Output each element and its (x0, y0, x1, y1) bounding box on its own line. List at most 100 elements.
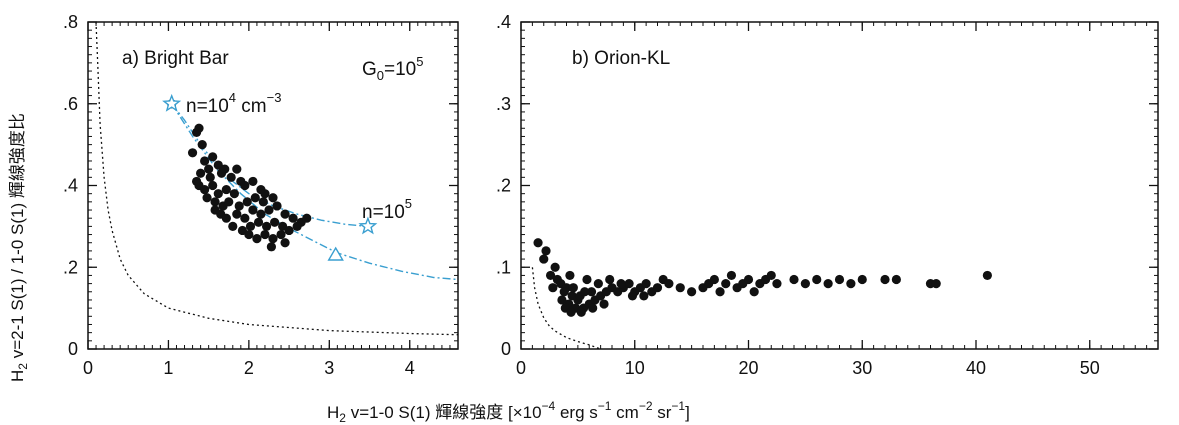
data-point (244, 230, 253, 239)
data-point (664, 279, 673, 288)
panel-a-y-tick-labels: 0 .2 .4 .6 .8 (63, 12, 78, 359)
data-point (188, 148, 197, 157)
data-point (824, 279, 833, 288)
data-point (772, 279, 781, 288)
data-point (560, 287, 569, 296)
data-point (224, 197, 233, 206)
data-point (243, 197, 252, 206)
data-point (983, 271, 992, 280)
density-low-annotation: n=104 cm−3 (186, 90, 281, 117)
y-tick-label: .4 (496, 12, 511, 32)
y-tick-label: .3 (496, 94, 511, 114)
data-point (858, 275, 867, 284)
y-tick-label: 0 (68, 339, 78, 359)
data-point (280, 210, 289, 219)
data-point (548, 283, 557, 292)
panel-b-label: b) Orion-KL (572, 48, 670, 69)
data-point (222, 185, 231, 194)
data-point (789, 275, 798, 284)
data-point (206, 173, 215, 182)
data-point (624, 279, 633, 288)
panel-b: 0 10 20 30 40 50 0 .1 .2 .3 .4 b) Orion-KL (496, 12, 1158, 378)
y-axis-title: H2 v=2-1 S(1) / 1-0 S(1) 輝線強度比 (8, 113, 30, 382)
y-tick-label: .2 (496, 176, 511, 196)
data-point (566, 308, 575, 317)
data-point (196, 169, 205, 178)
density-high-annotation: n=105 (362, 196, 412, 223)
y-tick-label: .2 (63, 257, 78, 277)
data-point (594, 279, 603, 288)
data-point (551, 263, 560, 272)
data-point (539, 254, 548, 263)
x-tick-label: 50 (1080, 358, 1100, 378)
panel-b-ticks (521, 22, 1158, 349)
data-point (767, 271, 776, 280)
data-point (208, 181, 217, 190)
x-tick-label: 1 (163, 358, 173, 378)
data-point (577, 308, 586, 317)
data-point (721, 279, 730, 288)
data-point (202, 193, 211, 202)
g0-annotation: G0=105 (362, 54, 423, 83)
y-tick-label: .8 (63, 12, 78, 32)
data-point (251, 193, 260, 202)
panel-a: 01234 0.2.4.6.8 a) Bright Bar G0=105 n=1… (63, 12, 458, 378)
data-point (200, 156, 209, 165)
data-point (230, 189, 239, 198)
data-point (289, 214, 298, 223)
x-tick-label: 2 (244, 358, 254, 378)
data-point (715, 287, 724, 296)
data-point (687, 287, 696, 296)
data-point (617, 279, 626, 288)
data-point (750, 287, 759, 296)
model-star-marker (164, 96, 179, 110)
data-point (194, 124, 203, 133)
data-point (628, 291, 637, 300)
data-point (210, 205, 219, 214)
data-point (259, 197, 268, 206)
data-point (565, 271, 574, 280)
x-tick-label: 0 (516, 358, 526, 378)
panel-b-y-tick-labels: 0 .1 .2 .3 .4 (496, 12, 511, 359)
data-point (270, 218, 279, 227)
data-point (588, 304, 597, 313)
y-tick-label: .6 (63, 94, 78, 114)
x-tick-label: 30 (852, 358, 872, 378)
data-point (198, 140, 207, 149)
data-point (932, 279, 941, 288)
data-point (232, 210, 241, 219)
data-point (302, 214, 311, 223)
x-tick-label: 10 (625, 358, 645, 378)
y-tick-label: .4 (63, 176, 78, 196)
y-tick-label: 0 (501, 339, 511, 359)
data-point (639, 291, 648, 300)
data-point (217, 169, 226, 178)
data-point (264, 205, 273, 214)
data-point (232, 165, 241, 174)
data-point (260, 189, 269, 198)
panel-a-points (167, 99, 311, 251)
data-point (240, 181, 249, 190)
data-point (246, 222, 255, 231)
data-point (254, 218, 263, 227)
data-point (846, 279, 855, 288)
data-point (280, 238, 289, 247)
data-point (801, 279, 810, 288)
data-point (235, 201, 244, 210)
data-point (214, 189, 223, 198)
data-point (222, 214, 231, 223)
data-point (248, 205, 257, 214)
data-point (580, 287, 589, 296)
y-tick-label: .1 (496, 257, 511, 277)
data-point (228, 222, 237, 231)
data-point (267, 242, 276, 251)
data-point (676, 283, 685, 292)
x-tick-label: 0 (83, 358, 93, 378)
data-point (272, 201, 281, 210)
data-point (710, 275, 719, 284)
data-point (642, 279, 651, 288)
panel-b-points (533, 238, 992, 317)
data-point (268, 234, 277, 243)
data-point (268, 193, 277, 202)
